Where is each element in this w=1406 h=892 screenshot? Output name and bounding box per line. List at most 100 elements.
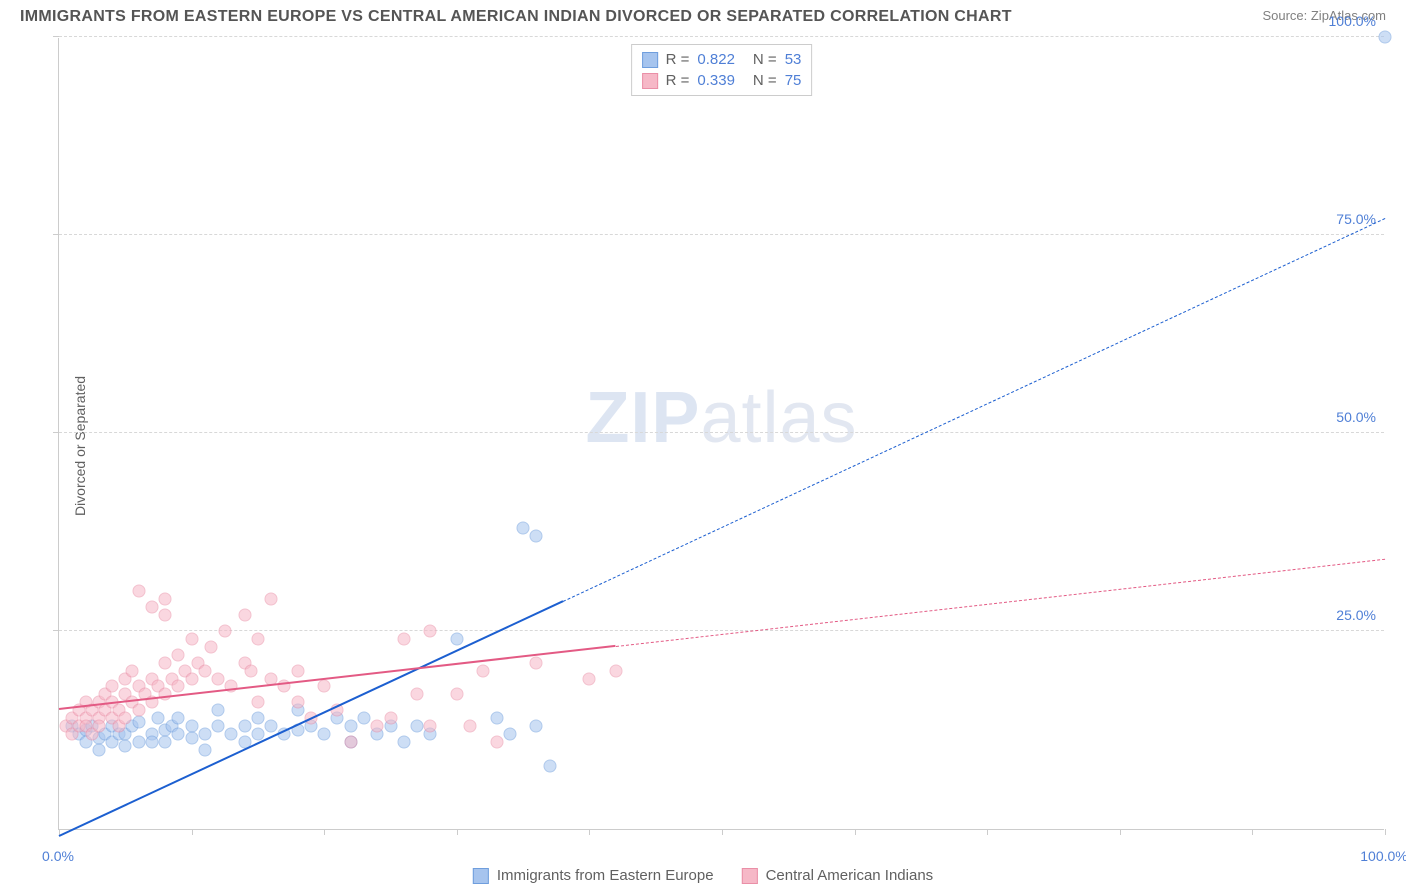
data-point — [238, 720, 251, 733]
legend-label: Immigrants from Eastern Europe — [497, 867, 714, 884]
data-point — [238, 609, 251, 622]
legend-row: R = 0.822 N = 53 — [642, 49, 802, 70]
data-point — [245, 664, 258, 677]
data-point — [583, 672, 596, 685]
r-value: 0.822 — [697, 51, 735, 68]
data-point — [212, 672, 225, 685]
data-point — [172, 727, 185, 740]
data-point — [450, 688, 463, 701]
data-point — [205, 640, 218, 653]
data-point — [291, 664, 304, 677]
data-point — [159, 609, 172, 622]
data-point — [411, 688, 424, 701]
regression-line — [563, 218, 1386, 602]
regression-line — [616, 559, 1385, 647]
data-point — [530, 656, 543, 669]
chart-title: IMMIGRANTS FROM EASTERN EUROPE VS CENTRA… — [20, 8, 1012, 26]
data-point — [344, 720, 357, 733]
data-point — [384, 712, 397, 725]
correlation-legend: R = 0.822 N = 53 R = 0.339 N = 75 — [631, 44, 813, 96]
legend-row: R = 0.339 N = 75 — [642, 70, 802, 91]
data-point — [125, 664, 138, 677]
data-point — [251, 632, 264, 645]
data-point — [132, 704, 145, 717]
n-value: 75 — [785, 72, 802, 89]
data-point — [411, 720, 424, 733]
data-point — [159, 656, 172, 669]
data-point — [543, 759, 556, 772]
series-swatch-icon — [742, 868, 758, 884]
data-point — [212, 704, 225, 717]
data-point — [132, 716, 145, 729]
data-point — [198, 727, 211, 740]
scatter-chart: ZIPatlas R = 0.822 N = 53 R = 0.339 N = … — [58, 38, 1384, 830]
data-point — [159, 735, 172, 748]
data-point — [424, 625, 437, 638]
data-point — [490, 735, 503, 748]
data-point — [490, 712, 503, 725]
data-point — [185, 731, 198, 744]
data-point — [106, 680, 119, 693]
data-point — [172, 648, 185, 661]
series-swatch-icon — [642, 52, 658, 68]
data-point — [218, 625, 231, 638]
data-point — [145, 601, 158, 614]
y-axis-tick-label: 25.0% — [1336, 607, 1376, 623]
data-point — [159, 593, 172, 606]
data-point — [609, 664, 622, 677]
data-point — [517, 522, 530, 535]
watermark: ZIPatlas — [585, 377, 857, 459]
data-point — [251, 696, 264, 709]
data-point — [251, 727, 264, 740]
x-axis-tick-label: 100.0% — [1360, 848, 1406, 864]
data-point — [119, 739, 132, 752]
data-point — [477, 664, 490, 677]
data-point — [371, 720, 384, 733]
data-point — [119, 712, 132, 725]
data-point — [198, 743, 211, 756]
data-point — [291, 696, 304, 709]
data-point — [530, 720, 543, 733]
legend-item: Immigrants from Eastern Europe — [473, 867, 714, 884]
data-point — [172, 712, 185, 725]
n-value: 53 — [785, 51, 802, 68]
data-point — [225, 727, 238, 740]
x-axis-tick-label: 0.0% — [42, 848, 74, 864]
data-point — [265, 720, 278, 733]
data-point — [132, 585, 145, 598]
series-swatch-icon — [642, 73, 658, 89]
data-point — [185, 672, 198, 685]
data-point — [92, 743, 105, 756]
data-point — [318, 727, 331, 740]
data-point — [185, 632, 198, 645]
data-point — [344, 735, 357, 748]
legend-item: Central American Indians — [742, 867, 934, 884]
data-point — [318, 680, 331, 693]
data-point — [397, 735, 410, 748]
series-swatch-icon — [473, 868, 489, 884]
y-axis-tick-label: 50.0% — [1336, 409, 1376, 425]
data-point — [132, 735, 145, 748]
data-point — [530, 529, 543, 542]
legend-label: Central American Indians — [766, 867, 934, 884]
data-point — [225, 680, 238, 693]
data-point — [1379, 31, 1392, 44]
regression-line — [59, 645, 616, 710]
data-point — [172, 680, 185, 693]
data-point — [212, 720, 225, 733]
data-point — [185, 720, 198, 733]
data-point — [397, 632, 410, 645]
data-point — [450, 632, 463, 645]
data-point — [424, 720, 437, 733]
data-point — [357, 712, 370, 725]
y-axis-tick-label: 100.0% — [1329, 13, 1376, 29]
data-point — [464, 720, 477, 733]
data-point — [198, 664, 211, 677]
data-point — [145, 735, 158, 748]
data-point — [92, 720, 105, 733]
data-point — [503, 727, 516, 740]
data-point — [265, 593, 278, 606]
r-value: 0.339 — [697, 72, 735, 89]
series-legend: Immigrants from Eastern Europe Central A… — [473, 867, 933, 884]
data-point — [251, 712, 264, 725]
